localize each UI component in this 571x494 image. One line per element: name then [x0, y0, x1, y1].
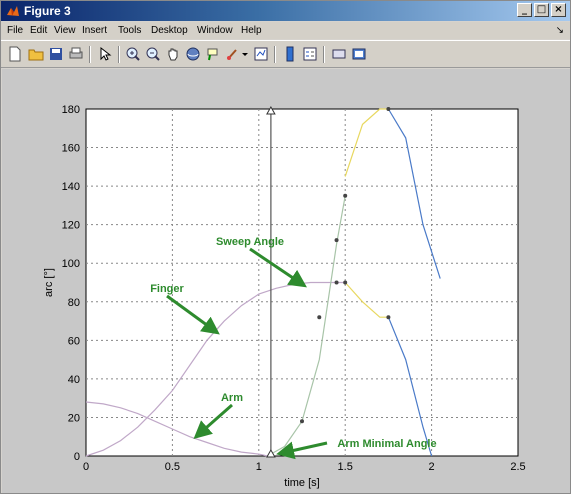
y-tick-label: 60 — [68, 335, 80, 347]
figure-toolbar — [1, 40, 570, 68]
hide-plot-tools-icon[interactable] — [331, 46, 347, 62]
data-point-marker — [317, 315, 322, 320]
colorbar-icon[interactable] — [282, 46, 298, 62]
open-folder-icon[interactable] — [28, 46, 44, 62]
menu-file[interactable]: File — [7, 25, 24, 36]
series-line-3 — [344, 108, 389, 177]
legend-icon[interactable] — [302, 46, 318, 62]
annotation-label: Finger — [150, 283, 184, 295]
data-point-marker — [334, 238, 339, 243]
data-point-marker — [300, 419, 304, 424]
x-tick-label: 2 — [429, 461, 435, 473]
pointer-icon[interactable] — [97, 46, 113, 62]
annotation-label: Arm Minimal Angle — [337, 438, 436, 450]
figure-canvas: 0 0.5 1 1.5 2 2.5 0 20 40 60 80 100 120 140 160 180 Swe… — [2, 69, 570, 493]
y-tick-label: 40 — [68, 374, 80, 386]
y-tick-label: 20 — [68, 412, 80, 424]
new-file-icon[interactable] — [7, 46, 23, 62]
brush-icon[interactable] — [225, 46, 241, 62]
y-tick-label: 80 — [68, 297, 80, 309]
pan-hand-icon[interactable] — [165, 46, 181, 62]
rotate-3d-icon[interactable] — [185, 46, 201, 62]
save-icon[interactable] — [48, 46, 64, 62]
x-tick-label: 0.5 — [165, 461, 180, 473]
y-tick-label: 100 — [62, 258, 80, 270]
data-cursor-icon[interactable] — [205, 46, 221, 62]
cursor-top-triangle[interactable] — [266, 105, 276, 115]
close-button[interactable]: × — [551, 3, 566, 17]
annotation-label: Sweep Angle — [216, 236, 284, 248]
y-tick-label: 120 — [62, 220, 80, 232]
y-axis-label: arc [°] — [43, 268, 55, 297]
series-line-4 — [344, 282, 389, 318]
annotation-arrow — [166, 294, 220, 335]
menu-bar: File Edit View Insert Tools Desktop Wind… — [1, 22, 570, 39]
brush-dropdown-icon[interactable] — [241, 46, 249, 62]
x-tick-label: 0 — [83, 461, 89, 473]
menu-help[interactable]: Help — [241, 25, 262, 36]
show-plot-tools-icon[interactable] — [351, 46, 367, 62]
zoom-out-icon[interactable] — [145, 46, 161, 62]
menu-dock-icon[interactable]: ↘ — [555, 25, 564, 36]
zoom-in-icon[interactable] — [125, 46, 141, 62]
y-tick-label: 180 — [62, 104, 80, 116]
series-line-5 — [387, 108, 441, 279]
menu-desktop[interactable]: Desktop — [151, 25, 188, 36]
data-point-marker — [343, 280, 348, 285]
x-tick-label: 1 — [256, 461, 262, 473]
data-point-marker — [386, 315, 391, 320]
data-point-marker — [386, 107, 391, 111]
maximize-button[interactable]: □ — [534, 3, 549, 17]
y-tick-label: 0 — [74, 451, 80, 463]
x-axis-label: time [s] — [284, 477, 319, 489]
annotation-arrow — [193, 403, 233, 439]
y-tick-label: 140 — [62, 181, 80, 193]
y-tick-label: 160 — [62, 143, 80, 155]
annotation-arrow — [249, 247, 307, 288]
annotation-label: Arm — [221, 392, 243, 404]
menu-view[interactable]: View — [54, 25, 76, 36]
x-tick-label: 2.5 — [510, 461, 525, 473]
series-line-1 — [85, 401, 268, 457]
plot-svg: 0 0.5 1 1.5 2 2.5 0 20 40 60 80 100 120 140 160 180 Swe… — [43, 104, 526, 489]
x-tick-label: 1.5 — [338, 461, 353, 473]
cursor-bottom-triangle[interactable] — [266, 448, 276, 458]
annotation-arrow — [276, 441, 328, 460]
minimize-button[interactable]: _ — [517, 3, 532, 17]
data-point-marker — [343, 193, 348, 198]
menu-edit[interactable]: Edit — [30, 25, 48, 36]
window-title: Figure 3 — [24, 4, 71, 18]
link-plot-icon[interactable] — [253, 46, 269, 62]
menu-tools[interactable]: Tools — [118, 25, 142, 36]
series-line-6 — [387, 316, 433, 457]
title-bar[interactable]: Figure 3 _ □ × — [1, 1, 570, 21]
print-icon[interactable] — [68, 46, 84, 62]
data-point-marker — [334, 280, 339, 285]
menu-window[interactable]: Window — [197, 25, 233, 36]
matlab-icon — [7, 6, 19, 16]
menu-insert[interactable]: Insert — [82, 25, 108, 36]
